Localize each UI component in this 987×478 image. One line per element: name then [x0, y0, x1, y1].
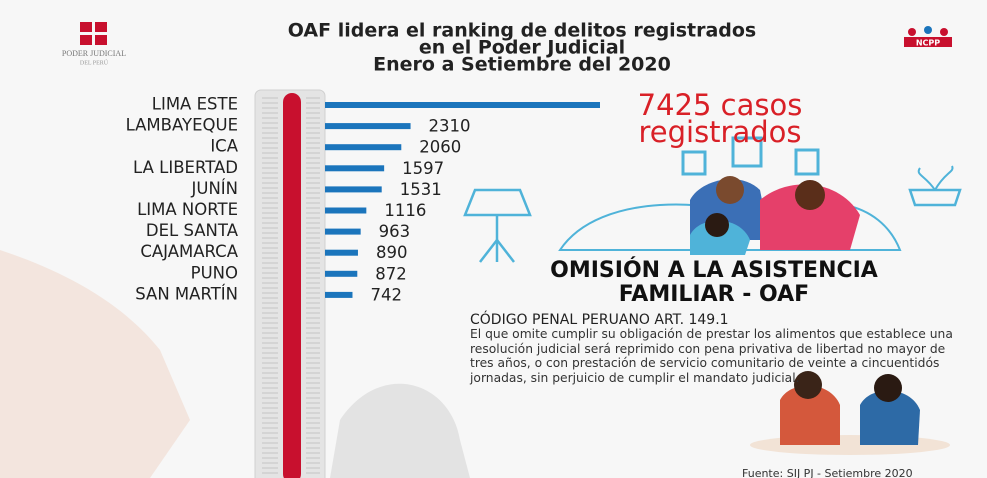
logo-left	[80, 22, 107, 45]
bar	[325, 123, 411, 129]
value-label: 872	[375, 264, 407, 283]
value-label: 1597	[402, 159, 444, 178]
value-label: 742	[370, 285, 402, 304]
bar	[325, 186, 382, 192]
category-label: PUNO	[191, 263, 238, 282]
bar	[325, 144, 401, 150]
bar	[325, 102, 600, 108]
infographic: PODER JUDICIAL DEL PERÚ NCPP OAF lidera …	[0, 0, 987, 478]
bar	[325, 229, 361, 235]
category-label: SAN MARTÍN	[135, 284, 238, 303]
title: Enero a Setiembre del 2020	[373, 54, 671, 76]
category-label: CAJAMARCA	[140, 242, 238, 261]
value-label: 1116	[384, 201, 426, 220]
section-heading: OMISIÓN A LA ASISTENCIA	[550, 257, 878, 283]
bar	[325, 250, 358, 256]
bar	[325, 271, 357, 277]
category-label: DEL SANTA	[146, 221, 239, 240]
logo-text: NCPP	[916, 39, 940, 48]
value-label: 2310	[429, 117, 471, 136]
article-body: El que omite cumplir su obligación de pr…	[470, 327, 965, 385]
article-title: CÓDIGO PENAL PERUANO ART. 149.1	[470, 310, 729, 328]
illustration-family	[465, 138, 960, 262]
value-label: 963	[379, 222, 411, 241]
bar	[325, 208, 366, 214]
category-label: LIMA NORTE	[137, 200, 238, 219]
category-label: LAMBAYEQUE	[126, 116, 238, 135]
category-label: LA LIBERTAD	[133, 158, 238, 177]
source: Fuente: SIJ PJ - Setiembre 2020	[742, 467, 913, 478]
thermometer-column	[283, 93, 301, 478]
logo-text: PODER JUDICIAL	[62, 49, 126, 58]
value-label: 1531	[400, 180, 442, 199]
value-label: 2060	[419, 138, 461, 157]
bar	[325, 292, 352, 298]
bar	[325, 165, 384, 171]
value-label: 890	[376, 243, 408, 262]
highlight-label: 7425 casos registrados	[600, 92, 840, 146]
section-heading: FAMILIAR - OAF	[619, 282, 809, 307]
category-label: LIMA ESTE	[152, 95, 238, 114]
logo-text: DEL PERÚ	[80, 58, 109, 66]
background-photo	[330, 384, 470, 478]
category-label: JUNÍN	[191, 179, 239, 198]
chart: PODER JUDICIAL DEL PERÚ NCPP OAF lidera …	[0, 0, 987, 478]
category-label: ICA	[210, 137, 238, 156]
